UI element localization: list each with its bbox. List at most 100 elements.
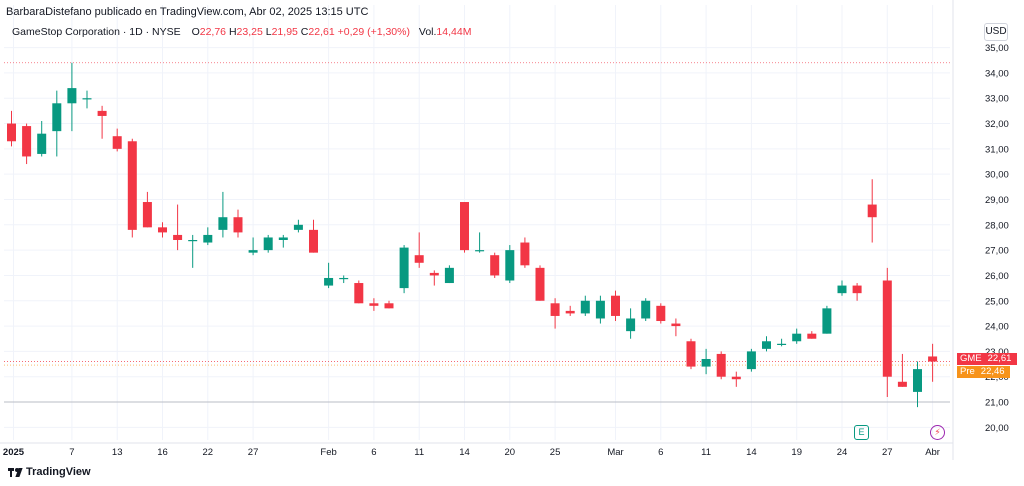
candle-body <box>67 88 77 104</box>
candle-body <box>339 277 349 280</box>
time-tick-label: 14 <box>746 447 757 458</box>
low-label: L <box>265 26 272 38</box>
tradingview-logo[interactable]: TradingView <box>8 466 91 478</box>
price-tick-label: 24,00 <box>985 322 1009 333</box>
candle-body <box>127 141 137 230</box>
time-tick-label: 14 <box>459 447 470 458</box>
candle-body <box>686 341 696 367</box>
low-value: 21,95 <box>271 26 298 38</box>
candle-body <box>897 381 907 387</box>
time-tick-label: 13 <box>112 447 123 458</box>
time-tick-label: 6 <box>658 447 663 458</box>
reference-lines <box>4 62 950 403</box>
tradingview-logo-icon <box>8 467 23 477</box>
candle-body <box>7 123 16 142</box>
split-icon[interactable]: ⚡ <box>930 425 945 440</box>
price-tick-label: 21,00 <box>985 398 1009 409</box>
time-tick-label: 22 <box>203 447 214 458</box>
symbol-name[interactable]: GameStop Corporation · 1D · NYSE <box>12 26 181 38</box>
time-tick-label: 2025 <box>3 447 25 458</box>
price-tick-label: 28,00 <box>985 220 1009 231</box>
price-tick-label: 30,00 <box>985 170 1009 181</box>
candle-body <box>369 303 379 306</box>
chart-grid <box>0 0 954 460</box>
symbol-info: GameStop Corporation · 1D · NYSE O22,76 … <box>12 26 471 38</box>
candle-body <box>460 202 469 251</box>
time-tick-label: 20 <box>505 447 516 458</box>
candle-body <box>822 308 832 334</box>
candle-body <box>142 202 152 228</box>
close-label: C <box>300 26 309 38</box>
candle-body <box>852 285 862 294</box>
candle-body <box>626 318 636 332</box>
candle-body <box>867 204 877 218</box>
price-tick-label: 25,00 <box>985 296 1009 307</box>
earnings-icon[interactable]: E <box>854 425 869 440</box>
change-value: +0,29 (+1,30%) <box>337 26 410 38</box>
candle-body <box>656 305 666 322</box>
time-tick-label: 27 <box>248 447 259 458</box>
candle-body <box>475 250 485 252</box>
candle-body <box>399 247 409 289</box>
time-tick-label: 27 <box>882 447 893 458</box>
candle-body <box>384 303 394 309</box>
time-tick-label: Abr <box>925 447 940 458</box>
open-label: O <box>191 26 200 38</box>
candle-body <box>354 283 364 304</box>
candle-body <box>490 255 500 276</box>
time-tick-label: 11 <box>701 447 711 458</box>
candle-body <box>535 267 545 301</box>
price-axis[interactable]: 35,00 34,00 33,00 32,00 31,00 30,00 29,00 28,00… <box>985 43 1009 434</box>
candle-body <box>520 242 530 266</box>
candle-body <box>293 224 303 230</box>
candle-body <box>882 280 892 377</box>
time-tick-label: Mar <box>607 447 623 458</box>
time-tick-label: 11 <box>414 447 424 458</box>
currency-button[interactable]: USD <box>984 23 1008 41</box>
candle-body <box>309 229 318 253</box>
candle-body <box>173 234 183 240</box>
time-tick-label: Feb <box>320 447 336 458</box>
price-tick-label: 26,00 <box>985 271 1009 282</box>
candle-body <box>97 110 107 116</box>
candle-body <box>37 133 47 154</box>
price-tick-label: 23,00 <box>985 347 1009 358</box>
candle-body <box>324 277 334 286</box>
candle-body <box>928 356 938 362</box>
last-price-value: 22,61 <box>984 353 1017 365</box>
price-tick-label: 35,00 <box>985 43 1009 54</box>
price-tick-label: 31,00 <box>985 144 1009 155</box>
last-price-tag: GME 22,61 <box>957 353 1017 365</box>
candle-body <box>595 300 605 319</box>
candle-body <box>278 237 288 240</box>
time-tick-label: 7 <box>69 447 74 458</box>
last-price-symbol: GME <box>957 353 985 365</box>
candle-body <box>82 98 92 100</box>
pre-market-tag: Pre 22,46 <box>957 366 1010 378</box>
candle-body <box>248 250 258 253</box>
candle-body <box>158 227 167 233</box>
candle-body <box>263 237 273 251</box>
candle-body <box>762 341 771 349</box>
candle-body <box>233 217 243 233</box>
candle-body <box>731 376 741 380</box>
price-tick-label: 29,00 <box>985 195 1009 206</box>
candle-body <box>807 333 817 339</box>
candle-body <box>913 369 922 392</box>
price-tick-label: 27,00 <box>985 246 1009 257</box>
time-tick-label: 24 <box>837 447 848 458</box>
time-tick-label: 19 <box>791 447 802 458</box>
candle-body <box>565 310 575 314</box>
time-tick-label: 16 <box>157 447 168 458</box>
candle-body <box>414 255 424 263</box>
candle-body <box>716 353 726 377</box>
candle-body <box>837 285 847 294</box>
time-axis[interactable]: 2025 7 13 16 22 27 Feb 6 11 14 20 25 Mar 6 11 14 19 24 27 A… <box>3 447 940 458</box>
candle-body <box>188 240 198 242</box>
candle-body <box>505 250 515 281</box>
price-tick-label: 20,00 <box>985 423 1009 434</box>
candle-body <box>580 300 590 314</box>
candle-body <box>746 351 756 370</box>
candle-body <box>792 333 802 342</box>
